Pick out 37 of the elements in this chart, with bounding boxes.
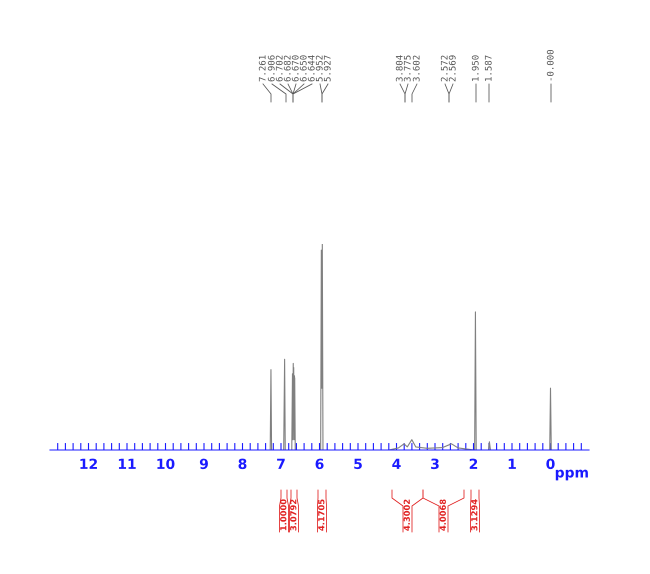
text: 2.569	[448, 55, 456, 82]
text: 4.3002	[404, 500, 410, 531]
text: 7.261	[258, 55, 266, 82]
text: 5.952	[316, 56, 323, 82]
text: 6.670	[292, 55, 299, 82]
text: 3.804	[396, 55, 403, 82]
text: -0.000	[546, 50, 554, 80]
text: 1.0000	[280, 499, 286, 530]
x-axis-title: ppm	[556, 470, 588, 480]
text: 5.927	[324, 56, 331, 82]
text: 3.1294	[471, 499, 478, 531]
x-tick-label: 11	[118, 458, 136, 469]
text: 3.0792	[290, 500, 296, 531]
text: 6.682	[284, 56, 291, 82]
x-tick-label: 4	[392, 458, 401, 469]
x-tick-label: 9	[200, 458, 208, 470]
text: 6.906	[268, 55, 275, 82]
text: 6.702	[276, 56, 283, 82]
x-tick-label: 2	[470, 458, 478, 469]
text: 2.572	[440, 56, 448, 82]
text: 3.775	[404, 56, 411, 82]
x-tick-label: 3	[431, 458, 439, 470]
text: 3.602	[412, 56, 420, 82]
text: 1.950	[472, 55, 479, 81]
text: 6.644	[308, 55, 315, 82]
x-tick-label: 6	[316, 458, 324, 470]
text: 4.0068	[440, 499, 446, 531]
x-tick-label: 8	[238, 458, 246, 470]
x-tick-label: 1	[508, 458, 516, 469]
text: 1.587	[484, 56, 492, 81]
x-tick-label: 10	[157, 458, 174, 470]
text: 4.1705	[318, 500, 324, 531]
x-tick-label: 5	[354, 458, 362, 470]
x-tick-label: 7	[277, 458, 285, 469]
x-tick-label: 0	[546, 458, 555, 470]
x-tick-label: 12	[80, 458, 97, 469]
text: 6.650	[300, 55, 307, 82]
